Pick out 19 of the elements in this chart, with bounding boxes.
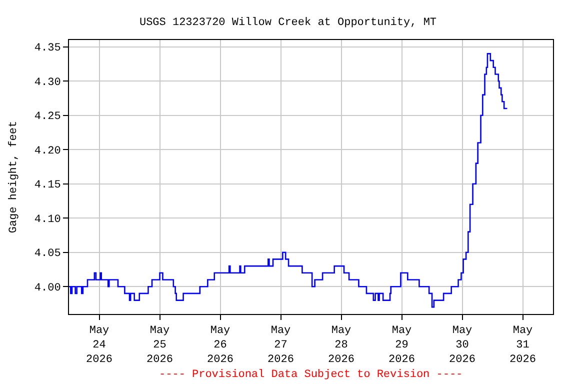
x-tick-label: May 26 2026 [207, 325, 234, 366]
y-tick-label: 4.25 [34, 111, 61, 124]
y-tick-label: 4.35 [34, 42, 61, 55]
y-tick-label: 4.20 [34, 145, 61, 158]
y-tick-label: 4.05 [34, 248, 61, 260]
x-tick-label: May 31 2026 [510, 325, 536, 366]
x-tick-label: May 27 2026 [268, 325, 294, 366]
y-tick-label: 4.30 [34, 76, 61, 89]
y-tick-label: 4.10 [34, 214, 61, 226]
y-tick-label: 4.15 [34, 180, 61, 192]
x-tick-label: May 29 2026 [388, 325, 415, 366]
x-tick-label: May 30 2026 [449, 325, 476, 366]
y-tick-label: 4.00 [34, 282, 61, 294]
text: ---- Provisional Data Subject to Revision ---- [159, 369, 463, 381]
y-axis-title: Gage height, feet [8, 120, 20, 234]
x-tick-label: May 28 2026 [328, 325, 354, 366]
x-tick-label: May 24 2026 [86, 325, 112, 366]
chart-title: USGS 12323720 Willow Creek at Opportunity, MT [139, 16, 437, 29]
x-tick-label: May 25 2026 [146, 325, 173, 366]
